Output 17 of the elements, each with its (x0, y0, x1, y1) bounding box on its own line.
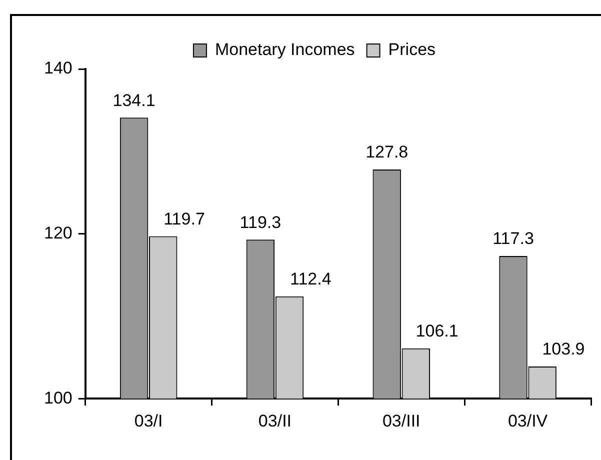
y-tick-label: 100 (44, 388, 72, 408)
y-tick-label: 140 (44, 58, 72, 78)
data-label: 103.9 (542, 340, 585, 359)
x-tick-label: 03/III (382, 411, 420, 430)
data-label: 127.8 (366, 142, 408, 162)
data-label: 134.1 (112, 90, 156, 110)
x-tick-label: 03/IV (508, 411, 548, 430)
legend-label: Prices (388, 40, 436, 60)
data-label: 119.3 (240, 212, 282, 232)
data-label: 112.4 (290, 270, 332, 289)
legend-label: Monetary Incomes (214, 40, 355, 60)
y-tick-label: 120 (44, 223, 72, 242)
data-label: 106.1 (416, 322, 458, 341)
x-tick-label: 03/I (134, 411, 163, 430)
data-label: 119.7 (164, 209, 205, 228)
x-tick-label: 03/II (258, 411, 292, 430)
data-label: 117.3 (492, 229, 534, 248)
